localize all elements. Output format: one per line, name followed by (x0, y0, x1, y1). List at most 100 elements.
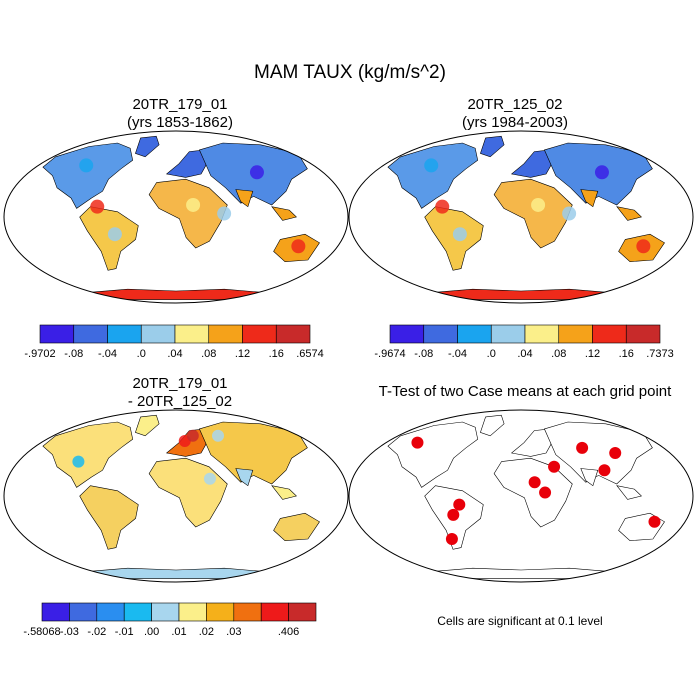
colorbar-box (96, 602, 125, 622)
panel3-title: 20TR_179_01 (132, 375, 228, 392)
landmass-africa (493, 457, 573, 528)
panel1-subtitle: (yrs 1853-1862) (127, 114, 233, 131)
landmass-seasia (616, 485, 642, 500)
landmass-seasia (271, 206, 297, 221)
colorbar-box (242, 324, 277, 344)
colorbar-label: -.08 (64, 348, 83, 360)
figure-title: MAM TAUX (kg/m/s^2) (254, 62, 446, 83)
colorbar-label: -.58068 (23, 626, 60, 638)
colorbar-box (558, 324, 593, 344)
significant-cells (598, 464, 611, 477)
diff-anomaly (212, 429, 225, 442)
map-frame (348, 130, 694, 304)
colorbar-box (592, 324, 627, 344)
colorbar-box (288, 602, 317, 622)
field-anomaly (435, 199, 450, 214)
significant-cells (609, 447, 622, 459)
field-anomaly (291, 239, 306, 254)
colorbar-label: .03 (226, 626, 241, 638)
landmass-greenland (135, 135, 160, 158)
landmass-antarctica (430, 288, 612, 300)
colorbar-label: -.01 (115, 626, 134, 638)
colorbar-label: -.9674 (374, 348, 405, 360)
colorbar-label: .16 (619, 348, 634, 360)
landmass-seasia (616, 206, 642, 221)
field-anomaly (562, 206, 577, 221)
colorbar-label: -.03 (60, 626, 79, 638)
colorbar-label: .0 (487, 348, 496, 360)
landmass-africa (148, 178, 228, 249)
field-anomaly (79, 158, 94, 173)
landmass-samerica (424, 206, 484, 271)
map-panel-3 (3, 409, 349, 583)
field-anomaly (594, 165, 609, 180)
colorbar-box (457, 324, 492, 344)
colorbar-label: .00 (144, 626, 159, 638)
landmass-india (580, 189, 599, 208)
colorbar-label: -.02 (87, 626, 106, 638)
colorbar-label: .16 (269, 348, 284, 360)
diff-anomaly (203, 472, 216, 485)
colorbar-box (178, 602, 207, 622)
field-anomaly (531, 197, 546, 212)
landmass-india (235, 468, 254, 487)
map-frame (3, 409, 349, 583)
map-panel-2 (348, 130, 694, 304)
significant-cells (576, 441, 589, 454)
landmass-namerica (42, 142, 134, 209)
colorbar-label: .02 (199, 626, 214, 638)
landmass-antarctica (85, 567, 267, 579)
panel2-title: 20TR_125_02 (467, 96, 563, 113)
landmass-namerica (387, 142, 479, 209)
colorbar-1: -.9702 -.08 -.04 .0 .04 .08 .12 .16 .6574 (24, 324, 324, 360)
landmass-antarctica (85, 288, 267, 300)
colorbar-label: .7373 (646, 348, 674, 360)
significant-cells (648, 515, 661, 528)
colorbar-label: .04 (167, 348, 182, 360)
landmass-australia (273, 512, 320, 542)
landmass-antarctica (430, 567, 612, 579)
landmass-greenland (480, 135, 505, 158)
colorbar-box (107, 324, 142, 344)
landmass-europe (165, 149, 207, 178)
diff-anomaly (72, 455, 85, 468)
landmass-asia (543, 421, 653, 485)
colorbar-label: .0 (137, 348, 146, 360)
panel4-title: T-Test of two Case means at each grid po… (378, 383, 672, 400)
field-anomaly (107, 227, 122, 242)
colorbar-label: .04 (517, 348, 532, 360)
colorbar-box (389, 324, 425, 344)
field-anomaly (636, 239, 651, 254)
landmass-samerica (79, 485, 139, 550)
map-frame (3, 130, 349, 304)
colorbar-box (123, 602, 152, 622)
colorbar-2: -.9674 -.08 -.04 .0 .04 .08 .12 .16 .7373 (374, 324, 674, 360)
map-panel-4 (348, 409, 694, 583)
colorbar-box (69, 602, 98, 622)
colorbar-label: .12 (585, 348, 600, 360)
landmass-asia (198, 421, 308, 485)
landmass-samerica (79, 206, 139, 271)
colorbar-box (41, 602, 70, 622)
landmass-greenland (480, 414, 505, 437)
colorbar-label: .12 (235, 348, 250, 360)
colorbar-box (625, 324, 661, 344)
colorbar-label: -.04 (98, 348, 117, 360)
landmass-namerica (42, 421, 134, 488)
significant-cells (548, 460, 561, 473)
landmass-africa (148, 457, 228, 528)
significant-cells (453, 498, 466, 511)
colorbar-label: -.04 (448, 348, 467, 360)
landmass-greenland (135, 414, 160, 437)
significant-cells (447, 508, 460, 521)
colorbar-box (73, 324, 108, 344)
field-anomaly (186, 197, 201, 212)
colorbar-3: -.58068 -.03 -.02 -.01 .00 .01 .02 .03 .406 (23, 602, 317, 638)
map-frame (348, 409, 694, 583)
landmass-india (580, 468, 599, 487)
field-anomaly (217, 206, 232, 221)
significant-cells (539, 486, 552, 499)
colorbar-box (140, 324, 176, 344)
colorbar-label: .08 (551, 348, 566, 360)
